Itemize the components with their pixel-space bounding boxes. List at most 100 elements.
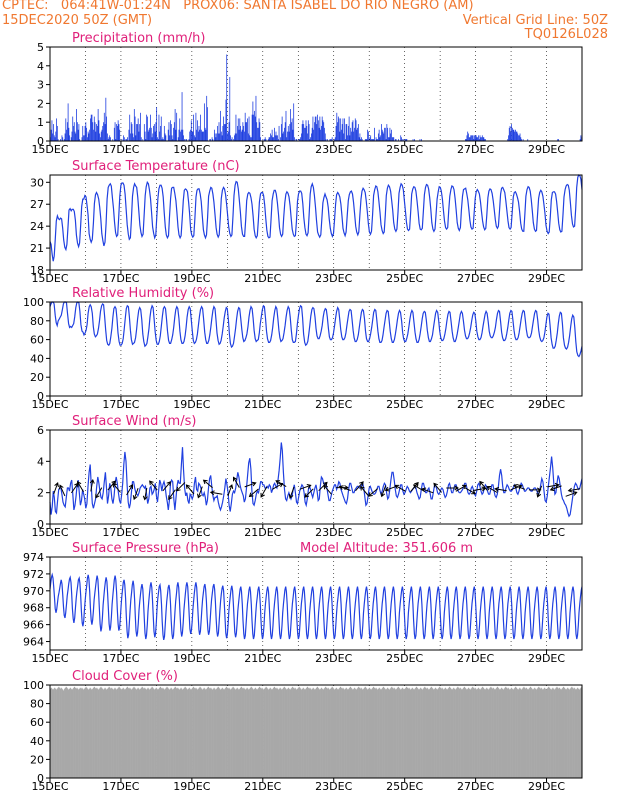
cloud-bar xyxy=(579,688,581,778)
y-tick-label: 974 xyxy=(23,551,44,564)
cloud-bar xyxy=(206,687,209,778)
cloud-bar xyxy=(197,689,199,778)
precip-bar xyxy=(376,139,378,141)
x-tick-label: 17DEC xyxy=(102,652,139,665)
precip-bar xyxy=(381,129,383,141)
precip-bar xyxy=(285,110,287,141)
precip-bar xyxy=(156,107,158,141)
cloud-bar xyxy=(379,688,381,778)
cloud-bar xyxy=(165,687,167,778)
panel-temperature: 18 21 24 27 30 15DEC 17DEC 19DEC 21DEC 23DEC 25DEC… xyxy=(30,159,583,285)
cloud-bar xyxy=(240,687,242,778)
cloud-bar xyxy=(485,688,487,778)
cloud-bar xyxy=(385,689,387,778)
y-tick-label: 27 xyxy=(30,198,44,211)
cloud-bar xyxy=(528,688,530,778)
wind-arrow xyxy=(168,489,176,501)
cloud-bar xyxy=(519,687,521,778)
precip-bar xyxy=(68,127,70,141)
precip-bar xyxy=(255,95,257,141)
cloud-bar xyxy=(362,689,364,778)
x-tick-label: 29DEC xyxy=(528,780,565,793)
cloud-bar xyxy=(338,688,340,778)
precip-bar xyxy=(353,131,355,141)
x-tick-label: 29DEC xyxy=(528,526,565,539)
precip-bar xyxy=(113,127,115,141)
precip-bar xyxy=(77,129,79,141)
cloud-bar xyxy=(359,688,361,778)
cloud-bar xyxy=(73,686,76,778)
y-tick-label: 60 xyxy=(30,716,44,729)
cloud-bar xyxy=(330,687,332,778)
wind-arrow xyxy=(394,484,406,492)
precip-bar xyxy=(359,133,361,141)
precip-bar xyxy=(213,129,215,141)
y-tick-label: 4 xyxy=(37,60,44,73)
cloud-bar xyxy=(248,689,250,778)
cloud-bar xyxy=(241,687,243,778)
cloud-bar xyxy=(284,687,286,778)
cloud-bar xyxy=(127,687,129,778)
header-code: TQ0126L028 xyxy=(524,27,608,42)
x-tick-label: 15DEC xyxy=(31,143,68,156)
cloud-bar xyxy=(531,688,533,778)
x-tick-label: 21DEC xyxy=(244,143,281,156)
precip-bar xyxy=(292,129,294,141)
cloud-bar xyxy=(508,688,510,778)
cloud-bar xyxy=(402,688,404,778)
precip-bar xyxy=(386,124,388,141)
cloud-bar xyxy=(269,687,271,778)
cloud-bar xyxy=(530,687,532,778)
cloud-bar xyxy=(211,688,213,778)
panel-title: Precipitation (mm/h) xyxy=(72,31,205,46)
precip-bar xyxy=(91,114,93,141)
cloud-bar xyxy=(225,686,228,778)
cloud-bar xyxy=(449,686,451,778)
precip-bar xyxy=(223,116,225,141)
cloud-bar xyxy=(515,686,517,778)
y-tick-label: 21 xyxy=(30,242,44,255)
precip-bar xyxy=(224,124,226,141)
precip-bar xyxy=(308,124,310,141)
cloud-bar xyxy=(339,686,342,778)
precip-bar xyxy=(336,112,338,141)
cloud-bar xyxy=(345,687,347,778)
cloud-bar xyxy=(262,688,264,778)
precip-bar xyxy=(273,137,275,141)
cloud-bar xyxy=(109,687,111,778)
cloud-bar xyxy=(195,687,197,778)
wind-arrow xyxy=(479,480,488,491)
cloud-bar xyxy=(290,688,292,778)
precip-bar xyxy=(364,139,366,141)
cloud-bar xyxy=(129,687,131,778)
precip-bar xyxy=(384,127,385,141)
cloud-bar xyxy=(146,688,148,778)
panel-frame xyxy=(49,301,583,397)
cloud-bar xyxy=(252,688,254,778)
cloud-bar xyxy=(487,688,489,778)
cloud-bar xyxy=(113,688,115,778)
precip-bar xyxy=(178,129,180,141)
cloud-bar xyxy=(234,688,236,778)
precip-bar xyxy=(419,139,421,141)
precip-bar xyxy=(139,124,141,141)
cloud-bar xyxy=(529,687,531,778)
precip-bar xyxy=(85,122,87,141)
cloud-bar xyxy=(71,689,73,778)
cloud-bar xyxy=(325,687,328,778)
precip-bar xyxy=(218,122,220,141)
cloud-bar xyxy=(59,688,62,778)
precip-bar xyxy=(84,125,86,141)
precip-bar xyxy=(149,127,151,141)
pressure-line xyxy=(49,572,583,641)
precip-bar xyxy=(270,135,272,141)
cloud-bar xyxy=(130,688,132,778)
cloud-bar xyxy=(178,689,180,778)
cloud-bar xyxy=(235,689,237,778)
cloud-bar xyxy=(256,689,258,778)
cloud-bar xyxy=(297,687,299,778)
x-tick-label: 21DEC xyxy=(244,780,281,793)
wind-arrow xyxy=(446,485,459,491)
precip-bar xyxy=(128,129,130,141)
cloud-bar xyxy=(302,687,304,778)
